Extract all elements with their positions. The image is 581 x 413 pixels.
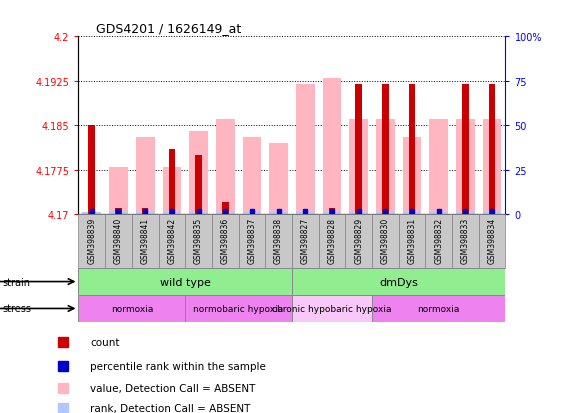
Text: rank, Detection Call = ABSENT: rank, Detection Call = ABSENT xyxy=(91,404,251,413)
Bar xyxy=(243,213,261,215)
Bar xyxy=(403,213,421,215)
Bar xyxy=(185,215,212,268)
Bar xyxy=(429,213,448,215)
Bar xyxy=(483,120,501,215)
Bar xyxy=(345,215,372,268)
Bar xyxy=(109,213,128,215)
Bar xyxy=(136,138,155,215)
Text: GSM398829: GSM398829 xyxy=(354,217,363,263)
Text: GSM398838: GSM398838 xyxy=(274,217,283,263)
Bar xyxy=(78,268,292,295)
Bar xyxy=(356,85,362,215)
Text: GSM398839: GSM398839 xyxy=(87,217,96,263)
Bar xyxy=(483,213,501,215)
Bar xyxy=(329,209,335,215)
Text: percentile rank within the sample: percentile rank within the sample xyxy=(91,361,266,371)
Text: value, Detection Call = ABSENT: value, Detection Call = ABSENT xyxy=(91,384,256,394)
Text: GSM398834: GSM398834 xyxy=(487,217,497,263)
Bar xyxy=(168,150,175,215)
Bar xyxy=(78,215,105,268)
Bar xyxy=(408,85,415,215)
Text: strain: strain xyxy=(3,277,31,287)
Bar xyxy=(429,120,448,215)
Bar xyxy=(222,203,228,215)
Bar xyxy=(243,138,261,215)
Bar xyxy=(216,120,235,215)
Bar xyxy=(403,138,421,215)
Bar xyxy=(239,215,266,268)
Text: count: count xyxy=(91,337,120,347)
Bar xyxy=(142,209,149,215)
Bar xyxy=(115,209,122,215)
Bar xyxy=(88,126,95,215)
Text: normobaric hypoxia: normobaric hypoxia xyxy=(193,304,284,313)
Text: normoxia: normoxia xyxy=(110,304,153,313)
Bar xyxy=(105,215,132,268)
Bar xyxy=(195,156,202,215)
Text: GSM398835: GSM398835 xyxy=(194,217,203,263)
Bar xyxy=(399,215,425,268)
Text: wild type: wild type xyxy=(160,277,211,287)
Bar xyxy=(456,120,475,215)
Text: GDS4201 / 1626149_at: GDS4201 / 1626149_at xyxy=(96,22,241,35)
Bar xyxy=(372,295,505,322)
Bar xyxy=(479,215,505,268)
Bar xyxy=(349,120,368,215)
Text: dmDys: dmDys xyxy=(379,277,418,287)
Bar xyxy=(163,167,181,215)
Bar xyxy=(296,85,315,215)
Text: GSM398828: GSM398828 xyxy=(328,217,336,263)
Bar xyxy=(212,215,239,268)
Text: GSM398831: GSM398831 xyxy=(407,217,417,263)
Bar xyxy=(189,213,208,215)
Bar xyxy=(372,215,399,268)
Bar xyxy=(83,213,101,215)
Bar xyxy=(109,167,128,215)
Text: GSM398841: GSM398841 xyxy=(141,217,150,263)
Bar xyxy=(292,268,505,295)
Bar xyxy=(185,295,292,322)
Bar xyxy=(322,213,341,215)
Bar xyxy=(322,78,341,215)
Bar xyxy=(266,215,292,268)
Bar xyxy=(318,215,345,268)
Bar xyxy=(132,215,159,268)
Bar xyxy=(456,213,475,215)
Text: chronic hypobaric hypoxia: chronic hypobaric hypoxia xyxy=(272,304,392,313)
Text: GSM398840: GSM398840 xyxy=(114,217,123,263)
Text: GSM398836: GSM398836 xyxy=(221,217,229,263)
Bar xyxy=(349,213,368,215)
Bar xyxy=(78,295,185,322)
Bar xyxy=(269,144,288,215)
Text: GSM398832: GSM398832 xyxy=(434,217,443,263)
Bar xyxy=(452,215,479,268)
Bar xyxy=(376,120,394,215)
Bar xyxy=(269,213,288,215)
Text: normoxia: normoxia xyxy=(418,304,460,313)
Bar xyxy=(296,213,315,215)
Bar xyxy=(189,132,208,215)
Text: stress: stress xyxy=(3,304,32,314)
Text: GSM398830: GSM398830 xyxy=(381,217,390,263)
Bar xyxy=(376,213,394,215)
Bar xyxy=(163,213,181,215)
Bar xyxy=(292,215,318,268)
Bar xyxy=(462,85,469,215)
Bar xyxy=(382,85,389,215)
Bar xyxy=(292,295,372,322)
Text: GSM398842: GSM398842 xyxy=(167,217,177,263)
Bar xyxy=(425,215,452,268)
Bar xyxy=(136,213,155,215)
Text: GSM398827: GSM398827 xyxy=(301,217,310,263)
Text: GSM398833: GSM398833 xyxy=(461,217,470,263)
Bar xyxy=(489,85,496,215)
Bar xyxy=(159,215,185,268)
Text: GSM398837: GSM398837 xyxy=(248,217,256,263)
Bar xyxy=(216,213,235,215)
